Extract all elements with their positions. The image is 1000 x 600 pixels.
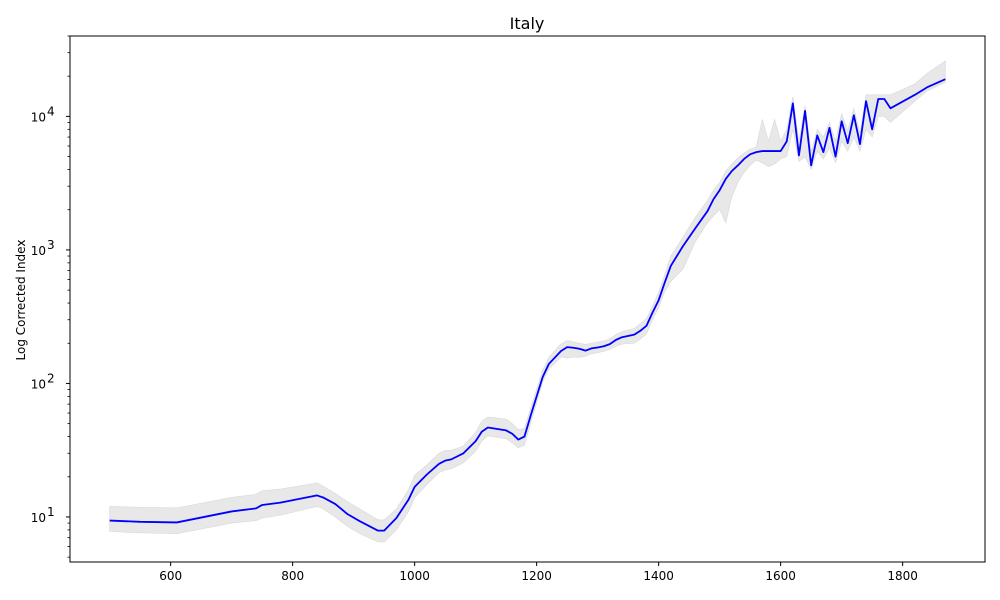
x-axis: 600 800 1000 1200 1400 1600 1800: [159, 562, 918, 583]
x-tick-label: 1600: [765, 569, 796, 583]
x-tick-label: 600: [159, 569, 182, 583]
y-tick-label: 10: [31, 110, 46, 124]
x-tick-label: 1200: [521, 569, 552, 583]
confidence-band: [109, 60, 946, 543]
x-tick-label: 1800: [887, 569, 918, 583]
y-tick-exponent: 1: [47, 505, 55, 519]
y-tick-exponent: 3: [47, 238, 55, 252]
y-tick-label: 10: [31, 244, 46, 258]
y-tick-exponent: 4: [47, 104, 55, 118]
y-axis-label: Log Corrected Index: [14, 240, 28, 361]
chart-title: Italy: [510, 14, 545, 33]
y-tick-label: 10: [31, 511, 46, 525]
x-tick-label: 800: [281, 569, 304, 583]
y-tick-exponent: 2: [47, 371, 55, 385]
x-tick-label: 1000: [399, 569, 430, 583]
x-tick-label: 1400: [643, 569, 674, 583]
axes-frame: [69, 35, 986, 563]
plot-area: [109, 60, 946, 543]
y-tick-label: 10: [31, 377, 46, 391]
series-line: [109, 78, 946, 532]
